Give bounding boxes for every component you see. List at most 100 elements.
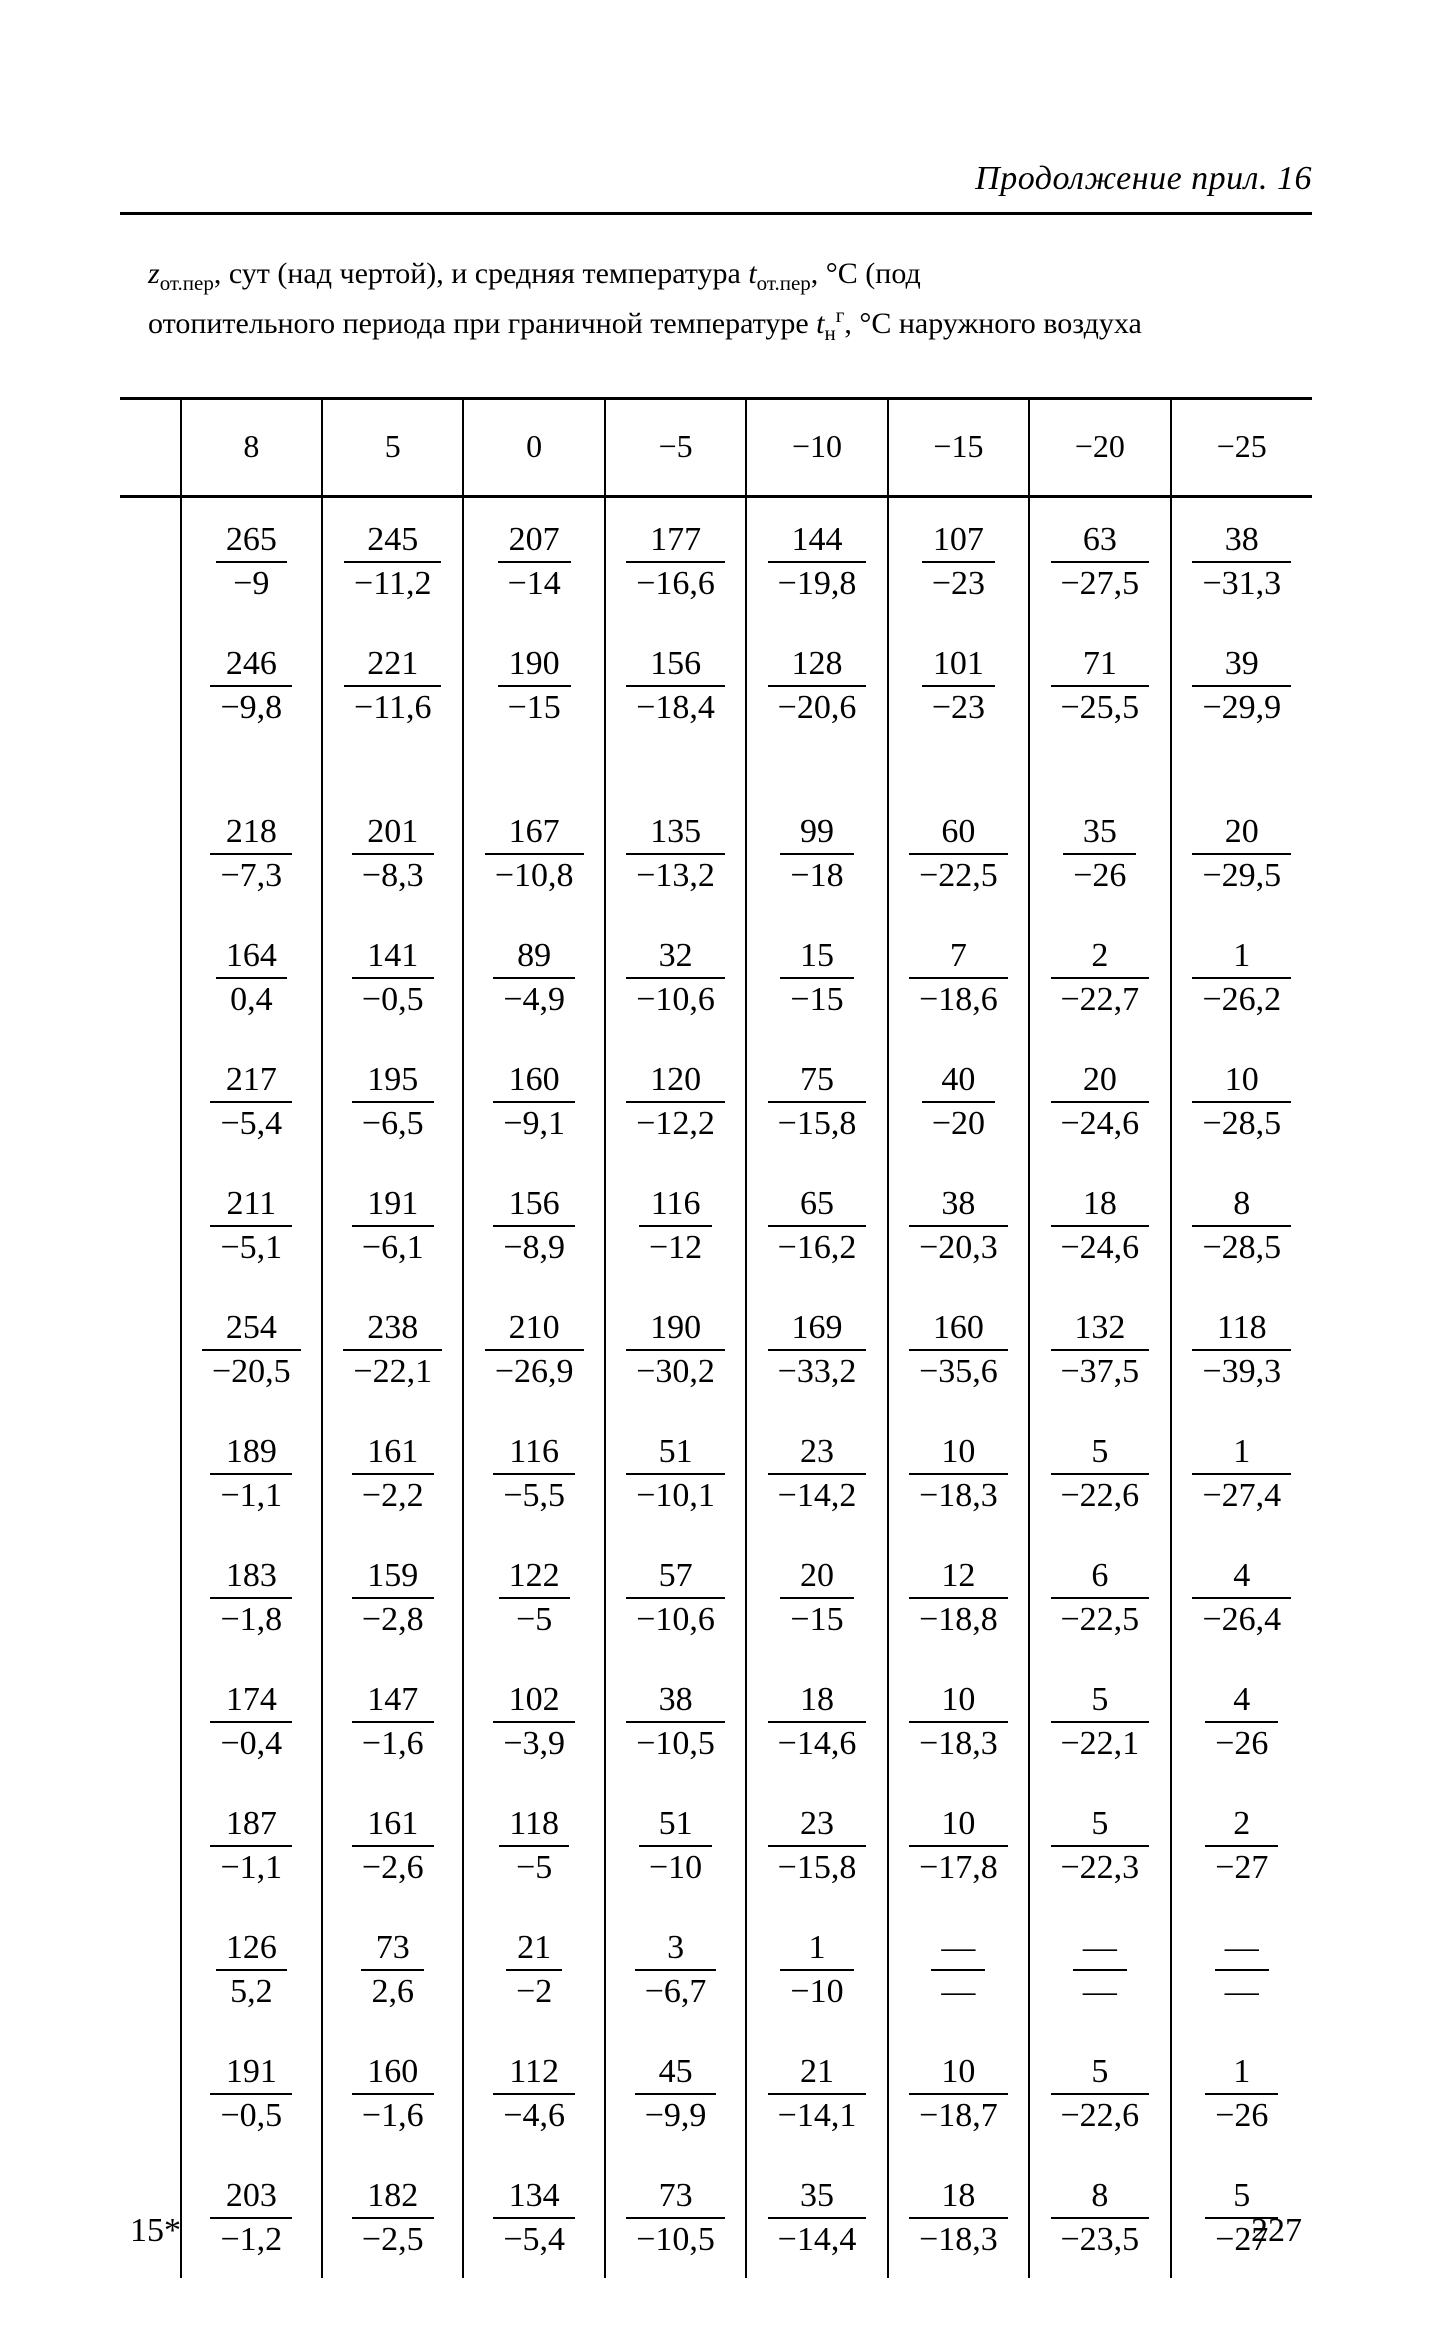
cell: 167−10,8 bbox=[463, 790, 604, 914]
cell: 190−30,2 bbox=[605, 1286, 746, 1410]
row-stub bbox=[120, 1534, 181, 1658]
row-stub bbox=[120, 1658, 181, 1782]
col-header: −10 bbox=[746, 399, 887, 497]
cell: 217−5,4 bbox=[181, 1038, 322, 1162]
table-row: 246−9,8221−11,6190−15156−18,4128−20,6101… bbox=[120, 622, 1312, 746]
cell: 65−16,2 bbox=[746, 1162, 887, 1286]
cell: 160−1,6 bbox=[322, 2030, 463, 2154]
col-header: 8 bbox=[181, 399, 322, 497]
cell: 144−19,8 bbox=[746, 497, 887, 623]
table-head: 8 5 0 −5 −10 −15 −20 −25 bbox=[120, 399, 1312, 497]
cell: 135−13,2 bbox=[605, 790, 746, 914]
cell: 7−18,6 bbox=[888, 914, 1029, 1038]
cell: 112−4,6 bbox=[463, 2030, 604, 2154]
cell: 1640,4 bbox=[181, 914, 322, 1038]
cell: 1−27,4 bbox=[1171, 1410, 1312, 1534]
cell: 116−5,5 bbox=[463, 1410, 604, 1534]
cell: 20−15 bbox=[746, 1534, 887, 1658]
row-stub bbox=[120, 790, 181, 914]
cell: 71−25,5 bbox=[1029, 622, 1170, 746]
col-header: 0 bbox=[463, 399, 604, 497]
row-stub bbox=[120, 1038, 181, 1162]
table-row: 183−1,8159−2,8122−557−10,620−1512−18,86−… bbox=[120, 1534, 1312, 1658]
cell: 2−27 bbox=[1171, 1782, 1312, 1906]
cell: 195−6,5 bbox=[322, 1038, 463, 1162]
cell: —— bbox=[1029, 1906, 1170, 2030]
table-row: 1265,2732,621−23−6,71−10—————— bbox=[120, 1906, 1312, 2030]
cell: 2−22,7 bbox=[1029, 914, 1170, 1038]
cell: 211−5,1 bbox=[181, 1162, 322, 1286]
cell: 20−24,6 bbox=[1029, 1038, 1170, 1162]
cell: 10−18,3 bbox=[888, 1410, 1029, 1534]
cell: 156−18,4 bbox=[605, 622, 746, 746]
cell: 160−35,6 bbox=[888, 1286, 1029, 1410]
row-stub bbox=[120, 1410, 181, 1534]
cell: 190−15 bbox=[463, 622, 604, 746]
cell: 5−22,1 bbox=[1029, 1658, 1170, 1782]
cell: 132−37,5 bbox=[1029, 1286, 1170, 1410]
cell: 201−8,3 bbox=[322, 790, 463, 914]
cell: —— bbox=[888, 1906, 1029, 2030]
cell: 32−10,6 bbox=[605, 914, 746, 1038]
cell: 18−24,6 bbox=[1029, 1162, 1170, 1286]
row-stub bbox=[120, 2030, 181, 2154]
col-header: −5 bbox=[605, 399, 746, 497]
cell: 20−29,5 bbox=[1171, 790, 1312, 914]
table-row: 218−7,3201−8,3167−10,8135−13,299−1860−22… bbox=[120, 790, 1312, 914]
cell: 6−22,5 bbox=[1029, 1534, 1170, 1658]
cell: 10−18,7 bbox=[888, 2030, 1029, 2154]
col-header: −15 bbox=[888, 399, 1029, 497]
row-stub bbox=[120, 1782, 181, 1906]
row-stub bbox=[120, 914, 181, 1038]
cell: 4−26,4 bbox=[1171, 1534, 1312, 1658]
cell: 10−28,5 bbox=[1171, 1038, 1312, 1162]
table-row: 174−0,4147−1,6102−3,938−10,518−14,610−18… bbox=[120, 1658, 1312, 1782]
cell: 12−18,8 bbox=[888, 1534, 1029, 1658]
cell: 4−26 bbox=[1171, 1658, 1312, 1782]
cell: 177−16,6 bbox=[605, 497, 746, 623]
cell: 5−22,6 bbox=[1029, 1410, 1170, 1534]
cell: 191−6,1 bbox=[322, 1162, 463, 1286]
cell: 63−27,5 bbox=[1029, 497, 1170, 623]
cell: 1−26,2 bbox=[1171, 914, 1312, 1038]
cell: 10−18,3 bbox=[888, 1658, 1029, 1782]
cell: 107−23 bbox=[888, 497, 1029, 623]
row-stub bbox=[120, 1162, 181, 1286]
col-header: −20 bbox=[1029, 399, 1170, 497]
cell: 221−11,6 bbox=[322, 622, 463, 746]
cell: 120−12,2 bbox=[605, 1038, 746, 1162]
cell: 207−14 bbox=[463, 497, 604, 623]
cell: 75−15,8 bbox=[746, 1038, 887, 1162]
cell: 160−9,1 bbox=[463, 1038, 604, 1162]
cell: 40−20 bbox=[888, 1038, 1029, 1162]
table-row: 211−5,1191−6,1156−8,9116−1265−16,238−20,… bbox=[120, 1162, 1312, 1286]
cell: 254−20,5 bbox=[181, 1286, 322, 1410]
cell: 21−2 bbox=[463, 1906, 604, 2030]
cell: 265−9 bbox=[181, 497, 322, 623]
cell: 1265,2 bbox=[181, 1906, 322, 2030]
table-body: 265−9245−11,2207−14177−16,6144−19,8107−2… bbox=[120, 497, 1312, 2279]
cell: 18−14,6 bbox=[746, 1658, 887, 1782]
table-row: 187−1,1161−2,6118−551−1023−15,810−17,85−… bbox=[120, 1782, 1312, 1906]
cell: 245−11,2 bbox=[322, 497, 463, 623]
cell: 21−14,1 bbox=[746, 2030, 887, 2154]
col-header: 5 bbox=[322, 399, 463, 497]
cell: 169−33,2 bbox=[746, 1286, 887, 1410]
cell: 15−15 bbox=[746, 914, 887, 1038]
cell: 189−1,1 bbox=[181, 1410, 322, 1534]
cell: 51−10,1 bbox=[605, 1410, 746, 1534]
cell: 1−10 bbox=[746, 1906, 887, 2030]
page-number: 227 bbox=[1251, 2212, 1302, 2250]
cell: 147−1,6 bbox=[322, 1658, 463, 1782]
row-stub bbox=[120, 1906, 181, 2030]
table-caption: zот.пер, сут (над чертой), и средняя тем… bbox=[148, 251, 1228, 349]
row-stub bbox=[120, 1286, 181, 1410]
table-row: 1640,4141−0,589−4,932−10,615−157−18,62−2… bbox=[120, 914, 1312, 1038]
row-stub bbox=[120, 497, 181, 623]
cell: 118−5 bbox=[463, 1782, 604, 1906]
cell: 218−7,3 bbox=[181, 790, 322, 914]
cell: 238−22,1 bbox=[322, 1286, 463, 1410]
cell: 141−0,5 bbox=[322, 914, 463, 1038]
page-footer: 15* 227 bbox=[130, 2212, 1302, 2250]
signature-mark: 15* bbox=[130, 2212, 181, 2250]
